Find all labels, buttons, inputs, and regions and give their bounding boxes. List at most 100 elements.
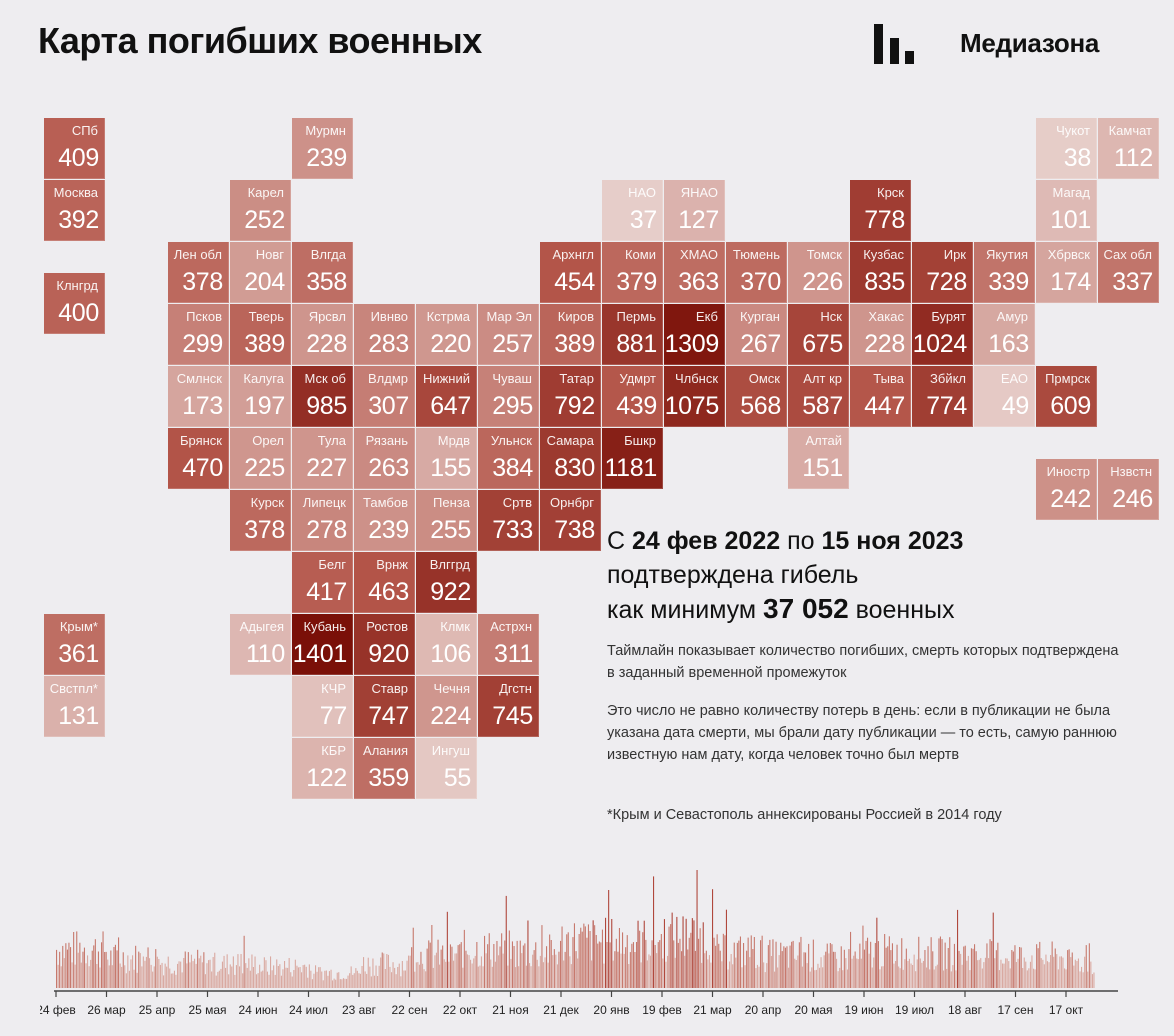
region-cell[interactable]: Удмрт 439	[602, 366, 663, 427]
region-cell[interactable]: Магад 101	[1036, 180, 1097, 241]
region-cell[interactable]: Липецк 278	[292, 490, 353, 551]
mediazona-logo[interactable]: Медиазона	[872, 24, 1132, 66]
region-cell[interactable]: КБР 122	[292, 738, 353, 799]
region-cell[interactable]: Врнж 463	[354, 552, 415, 613]
region-cell[interactable]: Ярсвл 228	[292, 304, 353, 365]
region-cell[interactable]: Белг 417	[292, 552, 353, 613]
region-cell[interactable]: СПб 409	[44, 118, 105, 179]
region-cell[interactable]: Томск 226	[788, 242, 849, 303]
region-cell[interactable]: Рязань 263	[354, 428, 415, 489]
region-cell[interactable]: Орел 225	[230, 428, 291, 489]
region-cell[interactable]: Амур 163	[974, 304, 1035, 365]
region-cell[interactable]: Якутия 339	[974, 242, 1035, 303]
region-cell[interactable]: Брянск 470	[168, 428, 229, 489]
region-cell[interactable]: Ставр 747	[354, 676, 415, 737]
region-name: Алания	[363, 743, 408, 758]
region-deaths-count: 131	[58, 702, 99, 730]
region-cell[interactable]: КЧР 77	[292, 676, 353, 737]
region-cell[interactable]: Члбнск 1075	[664, 366, 725, 427]
timeline-bar	[819, 967, 821, 988]
region-cell[interactable]: Архнгл 454	[540, 242, 601, 303]
region-cell[interactable]: Тула 227	[292, 428, 353, 489]
region-cell[interactable]: Екб 1309	[664, 304, 725, 365]
region-cell[interactable]: Алания 359	[354, 738, 415, 799]
region-cell[interactable]: Нзвстн 246	[1098, 459, 1159, 520]
region-cell[interactable]: Влггрд 922	[416, 552, 477, 613]
region-cell[interactable]: Мурмн 239	[292, 118, 353, 179]
timeline-bar	[685, 918, 687, 988]
region-cell[interactable]: Астрхн 311	[478, 614, 539, 675]
region-cell[interactable]: Пенза 255	[416, 490, 477, 551]
region-cell[interactable]: Мск об 985	[292, 366, 353, 427]
region-cell[interactable]: Тверь 389	[230, 304, 291, 365]
region-cell[interactable]: Пермь 881	[602, 304, 663, 365]
region-cell[interactable]: Свстпл* 131	[44, 676, 105, 737]
region-cell[interactable]: Бшкр 1181	[602, 428, 663, 489]
region-cell[interactable]: Ингуш 55	[416, 738, 477, 799]
region-cell[interactable]: Хбрвск 174	[1036, 242, 1097, 303]
region-cell[interactable]: Смлнск 173	[168, 366, 229, 427]
region-cell[interactable]: Лен обл 378	[168, 242, 229, 303]
region-cell[interactable]: Кузбас 835	[850, 242, 911, 303]
region-cell[interactable]: Орнбрг 738	[540, 490, 601, 551]
region-cell[interactable]: Псков 299	[168, 304, 229, 365]
region-cell[interactable]: НАО 37	[602, 180, 663, 241]
region-cell[interactable]: Крым* 361	[44, 614, 105, 675]
region-cell[interactable]: Тыва 447	[850, 366, 911, 427]
region-cell[interactable]: Иностр 242	[1036, 459, 1097, 520]
region-cell[interactable]: Сртв 733	[478, 490, 539, 551]
region-cell[interactable]: Чечня 224	[416, 676, 477, 737]
region-cell[interactable]: Тамбов 239	[354, 490, 415, 551]
region-cell[interactable]: Ивнво 283	[354, 304, 415, 365]
timeline-bar	[778, 955, 780, 988]
region-cell[interactable]: Нск 675	[788, 304, 849, 365]
region-cell[interactable]: Мар Эл 257	[478, 304, 539, 365]
region-cell[interactable]: Чукот 38	[1036, 118, 1097, 179]
region-cell[interactable]: Збйкл 774	[912, 366, 973, 427]
region-cell[interactable]: Клнгрд 400	[44, 273, 105, 334]
region-cell[interactable]: ЕАО 49	[974, 366, 1035, 427]
region-cell[interactable]: Адыгея 110	[230, 614, 291, 675]
region-cell[interactable]: Кстрма 220	[416, 304, 477, 365]
region-cell[interactable]: Камчат 112	[1098, 118, 1159, 179]
region-cell[interactable]: Киров 389	[540, 304, 601, 365]
region-cell[interactable]: ЯНАО 127	[664, 180, 725, 241]
timeline-bar	[304, 964, 306, 988]
region-cell[interactable]: Курск 378	[230, 490, 291, 551]
region-cell[interactable]: ХМАО 363	[664, 242, 725, 303]
region-cell[interactable]: Клмк 106	[416, 614, 477, 675]
region-cell[interactable]: Новг 204	[230, 242, 291, 303]
timeline-bar	[995, 950, 997, 988]
region-cell[interactable]: Тюмень 370	[726, 242, 787, 303]
region-cell[interactable]: Курган 267	[726, 304, 787, 365]
timeline-bar	[874, 943, 876, 988]
region-cell[interactable]: Ирк 728	[912, 242, 973, 303]
region-cell[interactable]: Влдмр 307	[354, 366, 415, 427]
timeline-bar	[704, 953, 706, 988]
region-cell[interactable]: Прмрск 609	[1036, 366, 1097, 427]
timeline-bar	[805, 952, 807, 988]
region-cell[interactable]: Ростов 920	[354, 614, 415, 675]
region-cell[interactable]: Карел 252	[230, 180, 291, 241]
region-cell[interactable]: Омск 568	[726, 366, 787, 427]
region-cell[interactable]: Крск 778	[850, 180, 911, 241]
region-cell[interactable]: Алтай 151	[788, 428, 849, 489]
region-cell[interactable]: Влгда 358	[292, 242, 353, 303]
region-cell[interactable]: Кубань 1401	[292, 614, 353, 675]
region-cell[interactable]: Коми 379	[602, 242, 663, 303]
region-cell[interactable]: Самара 830	[540, 428, 601, 489]
region-cell[interactable]: Ульнск 384	[478, 428, 539, 489]
region-cell[interactable]: Бурят 1024	[912, 304, 973, 365]
timeline-chart[interactable]: 24 фев 26 мар 25 апр 25 мая 24 июн 24 июл 23 а…	[40, 860, 1130, 1030]
region-cell[interactable]: Алт кр 587	[788, 366, 849, 427]
region-cell[interactable]: Татар 792	[540, 366, 601, 427]
region-cell[interactable]: Дгстн 745	[478, 676, 539, 737]
region-cell[interactable]: Нижний 647	[416, 366, 477, 427]
region-name: Астрхн	[490, 619, 532, 634]
region-cell[interactable]: Мрдв 155	[416, 428, 477, 489]
region-cell[interactable]: Сах обл 337	[1098, 242, 1159, 303]
region-cell[interactable]: Калуга 197	[230, 366, 291, 427]
region-cell[interactable]: Чуваш 295	[478, 366, 539, 427]
region-cell[interactable]: Хакас 228	[850, 304, 911, 365]
region-cell[interactable]: Москва 392	[44, 180, 105, 241]
